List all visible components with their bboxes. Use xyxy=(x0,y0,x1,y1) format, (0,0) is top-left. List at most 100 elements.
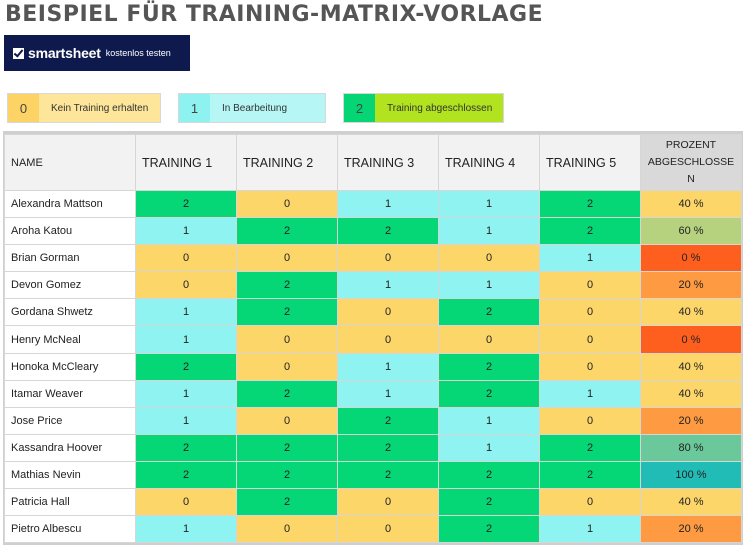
training-5-cell[interactable]: 2 xyxy=(539,189,641,219)
training-3-cell[interactable]: 0 xyxy=(337,515,439,544)
training-5-cell[interactable]: 1 xyxy=(539,515,641,544)
training-5-cell[interactable]: 0 xyxy=(539,298,641,327)
training-5-cell[interactable]: 1 xyxy=(539,379,641,408)
training-3-cell[interactable]: 0 xyxy=(337,488,439,517)
training-1-cell[interactable]: 1 xyxy=(135,406,237,435)
training-3-cell[interactable]: 2 xyxy=(337,433,439,462)
training-5-cell[interactable]: 2 xyxy=(539,460,641,490)
training-4-cell[interactable]: 1 xyxy=(438,433,540,462)
training-2-cell[interactable]: 2 xyxy=(236,379,338,408)
legend-label: In Bearbeitung xyxy=(210,94,325,122)
percent-complete-cell[interactable]: 20 % xyxy=(640,271,742,300)
employee-name-cell[interactable]: Gordana Shwetz xyxy=(4,298,136,327)
training-3-cell[interactable]: 1 xyxy=(337,271,439,300)
training-2-cell[interactable]: 0 xyxy=(236,515,338,544)
header-training-4[interactable]: TRAINING 4 xyxy=(438,134,540,191)
training-4-cell[interactable]: 2 xyxy=(438,352,540,381)
employee-name-cell[interactable]: Jose Price xyxy=(4,406,136,435)
percent-complete-cell[interactable]: 0 % xyxy=(640,325,742,354)
percent-complete-cell[interactable]: 0 % xyxy=(640,244,742,273)
employee-name-cell[interactable]: Itamar Weaver xyxy=(4,379,136,408)
training-2-cell[interactable]: 2 xyxy=(236,460,338,490)
training-2-cell[interactable]: 2 xyxy=(236,433,338,462)
training-3-cell[interactable]: 1 xyxy=(337,379,439,408)
percent-complete-cell[interactable]: 20 % xyxy=(640,515,742,544)
training-2-cell[interactable]: 2 xyxy=(236,298,338,327)
training-4-cell[interactable]: 1 xyxy=(438,271,540,300)
employee-name-cell[interactable]: Mathias Nevin xyxy=(4,460,136,490)
training-2-cell[interactable]: 0 xyxy=(236,352,338,381)
percent-complete-cell[interactable]: 40 % xyxy=(640,488,742,517)
employee-name-cell[interactable]: Honoka McCleary xyxy=(4,352,136,381)
smartsheet-trial-banner[interactable]: smartsheet kostenlos testen xyxy=(4,35,190,71)
training-4-cell[interactable]: 1 xyxy=(438,189,540,219)
training-4-cell[interactable]: 2 xyxy=(438,379,540,408)
training-5-cell[interactable]: 2 xyxy=(539,217,641,246)
training-5-cell[interactable]: 0 xyxy=(539,406,641,435)
training-3-cell[interactable]: 0 xyxy=(337,244,439,273)
percent-complete-cell[interactable]: 40 % xyxy=(640,298,742,327)
employee-name-cell[interactable]: Brian Gorman xyxy=(4,244,136,273)
training-3-cell[interactable]: 2 xyxy=(337,460,439,490)
training-1-cell[interactable]: 2 xyxy=(135,433,237,462)
training-5-cell[interactable]: 1 xyxy=(539,244,641,273)
training-5-cell[interactable]: 0 xyxy=(539,488,641,517)
header-percent-complete[interactable]: PROZENT ABGESCHLOSSE N xyxy=(640,134,742,191)
training-5-cell[interactable]: 2 xyxy=(539,433,641,462)
employee-name-cell[interactable]: Pietro Albescu xyxy=(4,515,136,544)
training-3-cell[interactable]: 2 xyxy=(337,406,439,435)
training-2-cell[interactable]: 2 xyxy=(236,488,338,517)
header-training-1[interactable]: TRAINING 1 xyxy=(135,134,237,191)
header-training-2[interactable]: TRAINING 2 xyxy=(236,134,338,191)
percent-complete-cell[interactable]: 40 % xyxy=(640,379,742,408)
training-4-cell[interactable]: 1 xyxy=(438,217,540,246)
percent-complete-cell[interactable]: 40 % xyxy=(640,189,742,219)
percent-complete-cell[interactable]: 20 % xyxy=(640,406,742,435)
percent-complete-cell[interactable]: 40 % xyxy=(640,352,742,381)
training-3-cell[interactable]: 0 xyxy=(337,298,439,327)
employee-name-cell[interactable]: Devon Gomez xyxy=(4,271,136,300)
training-3-cell[interactable]: 2 xyxy=(337,217,439,246)
training-5-cell[interactable]: 0 xyxy=(539,352,641,381)
header-name[interactable]: NAME xyxy=(4,134,136,191)
employee-name-cell[interactable]: Alexandra Mattson xyxy=(4,189,136,219)
training-4-cell[interactable]: 0 xyxy=(438,325,540,354)
training-4-cell[interactable]: 2 xyxy=(438,298,540,327)
training-1-cell[interactable]: 0 xyxy=(135,271,237,300)
training-2-cell[interactable]: 0 xyxy=(236,325,338,354)
training-1-cell[interactable]: 2 xyxy=(135,189,237,219)
employee-name-cell[interactable]: Kassandra Hoover xyxy=(4,433,136,462)
training-1-cell[interactable]: 1 xyxy=(135,325,237,354)
training-1-cell[interactable]: 0 xyxy=(135,244,237,273)
percent-complete-cell[interactable]: 60 % xyxy=(640,217,742,246)
training-2-cell[interactable]: 2 xyxy=(236,271,338,300)
training-2-cell[interactable]: 0 xyxy=(236,244,338,273)
employee-name-cell[interactable]: Patricia Hall xyxy=(4,488,136,517)
employee-name-cell[interactable]: Aroha Katou xyxy=(4,217,136,246)
training-5-cell[interactable]: 0 xyxy=(539,325,641,354)
training-1-cell[interactable]: 2 xyxy=(135,460,237,490)
training-4-cell[interactable]: 2 xyxy=(438,488,540,517)
header-training-5[interactable]: TRAINING 5 xyxy=(539,134,641,191)
training-2-cell[interactable]: 0 xyxy=(236,189,338,219)
training-3-cell[interactable]: 0 xyxy=(337,325,439,354)
training-2-cell[interactable]: 0 xyxy=(236,406,338,435)
training-3-cell[interactable]: 1 xyxy=(337,189,439,219)
header-training-3[interactable]: TRAINING 3 xyxy=(337,134,439,191)
training-5-cell[interactable]: 0 xyxy=(539,271,641,300)
training-4-cell[interactable]: 2 xyxy=(438,515,540,544)
training-4-cell[interactable]: 2 xyxy=(438,460,540,490)
training-1-cell[interactable]: 1 xyxy=(135,298,237,327)
training-2-cell[interactable]: 2 xyxy=(236,217,338,246)
training-1-cell[interactable]: 1 xyxy=(135,515,237,544)
training-4-cell[interactable]: 1 xyxy=(438,406,540,435)
training-3-cell[interactable]: 1 xyxy=(337,352,439,381)
percent-complete-cell[interactable]: 100 % xyxy=(640,460,742,490)
training-1-cell[interactable]: 1 xyxy=(135,379,237,408)
training-4-cell[interactable]: 0 xyxy=(438,244,540,273)
training-1-cell[interactable]: 0 xyxy=(135,488,237,517)
employee-name-cell[interactable]: Henry McNeal xyxy=(4,325,136,354)
percent-complete-cell[interactable]: 80 % xyxy=(640,433,742,462)
training-1-cell[interactable]: 1 xyxy=(135,217,237,246)
training-1-cell[interactable]: 2 xyxy=(135,352,237,381)
